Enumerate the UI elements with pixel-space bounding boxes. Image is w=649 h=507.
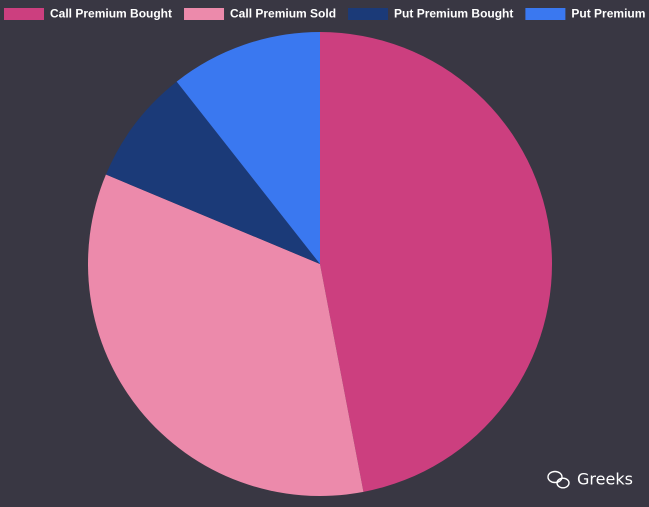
legend-label: Call Premium Bought <box>50 7 172 21</box>
pie-slice <box>87 174 364 497</box>
legend-swatch <box>4 8 44 20</box>
legend-label: Call Premium Sold <box>230 7 336 21</box>
pie-slice <box>176 32 320 264</box>
legend-label: Put Premium Sold <box>571 7 649 21</box>
pie-slice <box>105 81 320 264</box>
legend: Call Premium Bought Call Premium Sold Put … <box>4 7 649 21</box>
legend-swatch <box>525 8 566 20</box>
wechat-icon <box>547 470 570 489</box>
legend-swatch <box>348 8 389 20</box>
watermark: Greeks <box>547 470 633 489</box>
pie <box>87 32 553 497</box>
legend-label: Put Premium Bought <box>394 7 513 21</box>
legend-swatch <box>184 8 225 20</box>
pie-slice <box>320 32 553 492</box>
watermark-text: Greeks <box>577 470 633 489</box>
